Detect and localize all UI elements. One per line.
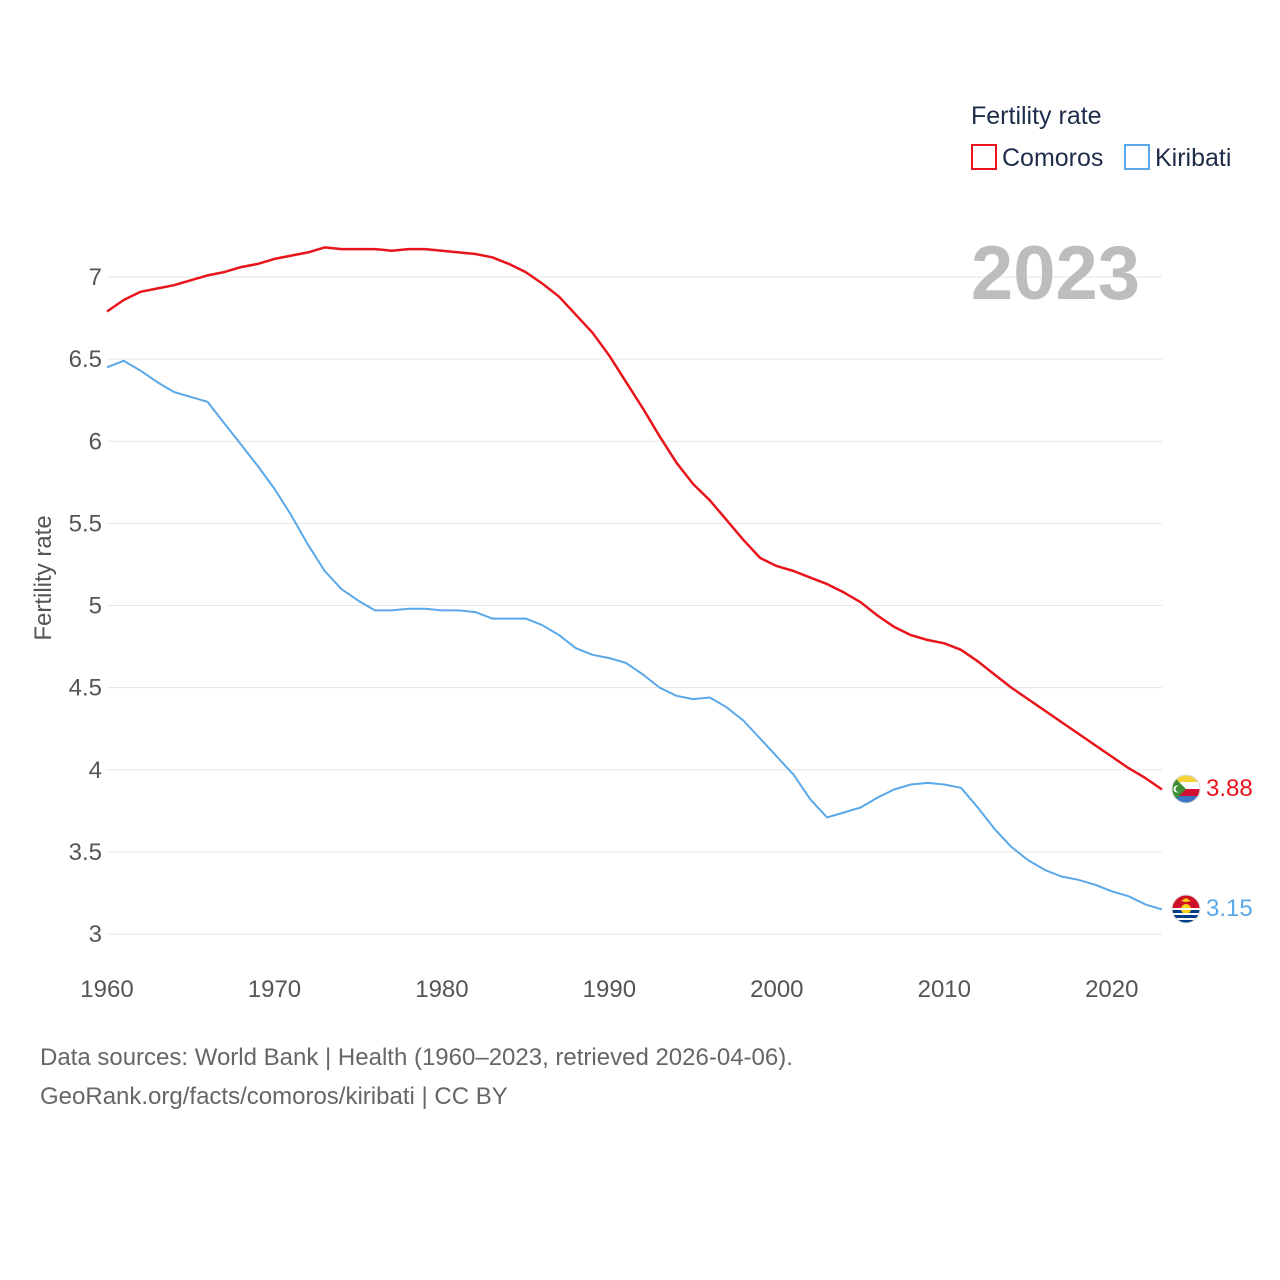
comoros-flag-border: [1171, 774, 1201, 804]
y-tick-label: 4: [89, 757, 102, 784]
x-tick-label: 2000: [750, 976, 803, 1003]
year-label: 2023: [971, 231, 1140, 316]
y-tick-label: 3: [89, 921, 102, 948]
kiribati-flag-icon: [1172, 895, 1200, 923]
end-value-kiribati: 3.15: [1206, 895, 1253, 922]
series-line-comoros[interactable]: [106, 246, 1163, 791]
x-tick-label: 2020: [1085, 976, 1138, 1003]
x-axis-ticks: 1960 1970 1980 1990 2000 2010 2020: [80, 976, 1138, 1003]
y-tick-label: 6: [89, 428, 102, 455]
series-lines: [106, 246, 1163, 911]
y-axis-ticks: 3 3.5 4 4.5 5 5.5 6 6.5 7: [69, 264, 102, 948]
y-tick-label: 4.5: [69, 675, 102, 702]
kiribati-flag-border: [1171, 894, 1201, 924]
legend-title: Fertility rate: [971, 102, 1102, 130]
legend-swatch-kiribati[interactable]: [1124, 144, 1150, 170]
legend: Fertility rate Comoros Kiribati: [971, 102, 1231, 172]
legend-label-kiribati[interactable]: Kiribati: [1155, 144, 1231, 172]
footer-sources: Data sources: World Bank | Health (1960–…: [40, 1044, 793, 1071]
x-tick-label: 1980: [415, 976, 468, 1003]
y-tick-label: 5: [89, 593, 102, 620]
y-tick-label: 5.5: [69, 510, 102, 537]
y-tick-label: 7: [89, 264, 102, 291]
y-tick-label: 6.5: [69, 346, 102, 373]
fertility-rate-chart: 3 3.5 4 4.5 5 5.5 6 6.5 7 1960 1970 1980 1990 2000 20…: [30, 102, 1253, 1003]
x-tick-label: 1970: [248, 976, 301, 1003]
y-axis-label: Fertility rate: [30, 515, 57, 640]
end-value-comoros: 3.88: [1206, 775, 1253, 802]
x-tick-label: 1990: [583, 976, 636, 1003]
x-tick-label: 2010: [918, 976, 971, 1003]
legend-swatch-comoros[interactable]: [971, 144, 997, 170]
y-tick-label: 3.5: [69, 839, 102, 866]
series-line-kiribati[interactable]: [106, 359, 1163, 911]
legend-label-comoros[interactable]: Comoros: [1002, 144, 1103, 172]
comoros-flag-icon: [1172, 775, 1200, 803]
grid-lines: [107, 276, 1162, 935]
x-tick-label: 1960: [80, 976, 133, 1003]
footer-credit[interactable]: GeoRank.org/facts/comoros/kiribati | CC …: [40, 1083, 508, 1110]
